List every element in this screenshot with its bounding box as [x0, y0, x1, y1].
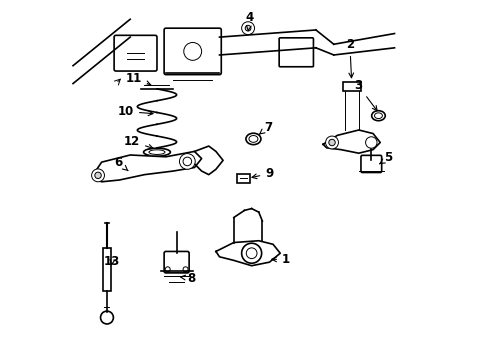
- Text: 3: 3: [353, 79, 376, 111]
- Bar: [102, 248, 111, 291]
- Text: 9: 9: [251, 167, 273, 180]
- Text: 1: 1: [271, 253, 289, 266]
- Polygon shape: [194, 146, 223, 175]
- Ellipse shape: [143, 148, 170, 156]
- FancyBboxPatch shape: [164, 251, 189, 273]
- Text: 13: 13: [104, 255, 120, 268]
- Circle shape: [183, 157, 191, 166]
- Text: 7: 7: [259, 121, 272, 134]
- Circle shape: [179, 154, 195, 169]
- Text: 4: 4: [245, 11, 253, 31]
- Circle shape: [325, 136, 338, 149]
- Circle shape: [101, 311, 113, 324]
- FancyBboxPatch shape: [164, 28, 221, 75]
- Bar: [342, 82, 360, 91]
- Bar: [237, 174, 250, 183]
- Ellipse shape: [149, 150, 164, 154]
- Circle shape: [365, 137, 376, 148]
- Text: 5: 5: [379, 152, 392, 165]
- Polygon shape: [323, 130, 380, 153]
- Circle shape: [183, 267, 188, 272]
- FancyBboxPatch shape: [360, 156, 381, 172]
- Circle shape: [328, 139, 335, 146]
- Polygon shape: [216, 241, 280, 266]
- Circle shape: [91, 169, 104, 182]
- Circle shape: [241, 22, 254, 35]
- Text: 2: 2: [345, 38, 353, 78]
- Ellipse shape: [245, 133, 261, 145]
- Polygon shape: [94, 152, 201, 182]
- Circle shape: [165, 267, 170, 272]
- Circle shape: [95, 172, 101, 179]
- Circle shape: [244, 25, 250, 31]
- Text: 8: 8: [180, 272, 195, 285]
- Ellipse shape: [371, 111, 385, 121]
- Ellipse shape: [374, 113, 382, 118]
- Ellipse shape: [248, 135, 257, 142]
- Circle shape: [246, 248, 257, 258]
- FancyBboxPatch shape: [114, 35, 157, 71]
- Text: 10: 10: [118, 105, 153, 118]
- Circle shape: [241, 243, 261, 263]
- Circle shape: [183, 42, 201, 60]
- Text: 6: 6: [114, 157, 128, 171]
- Text: 11: 11: [125, 72, 150, 85]
- Text: 12: 12: [123, 135, 153, 149]
- FancyBboxPatch shape: [279, 38, 313, 67]
